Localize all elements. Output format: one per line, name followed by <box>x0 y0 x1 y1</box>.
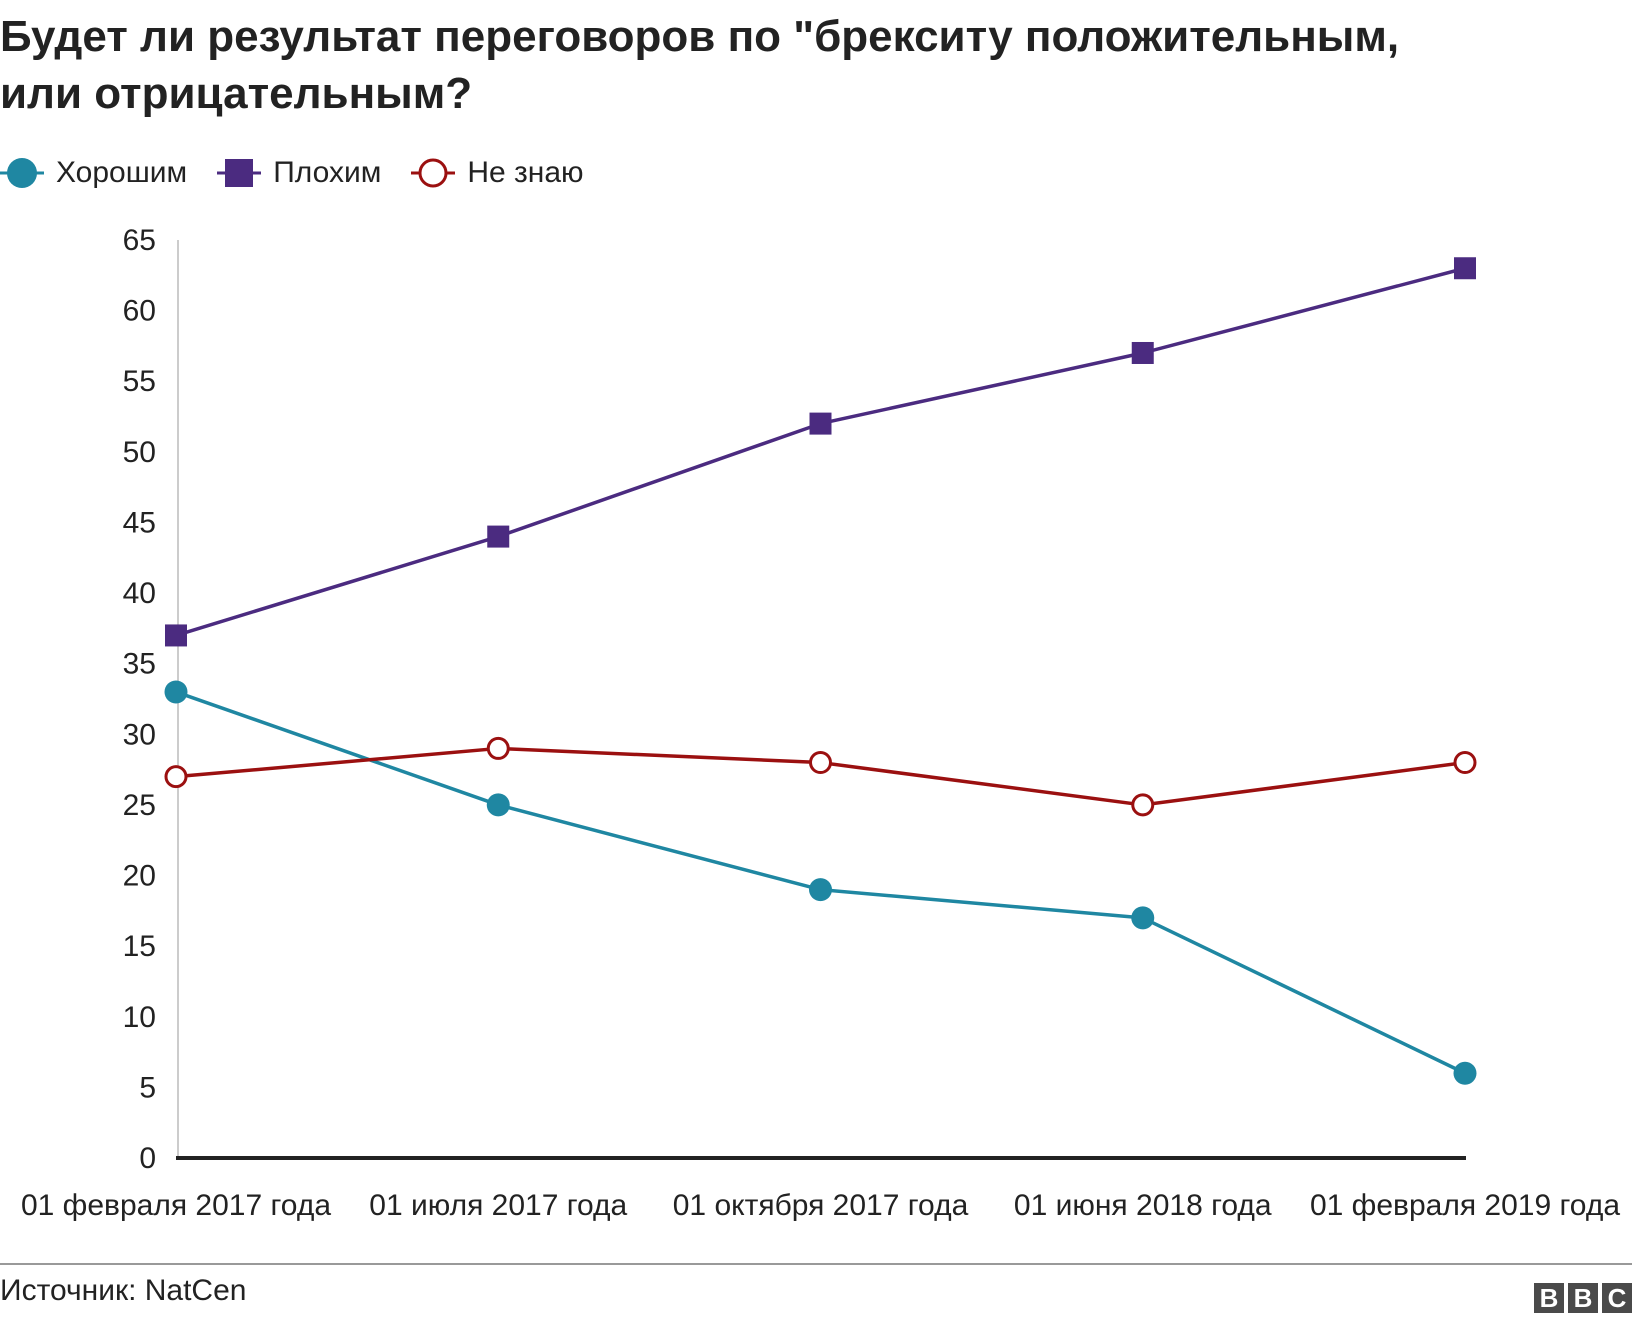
y-tick-label: 25 <box>123 789 156 822</box>
data-point <box>809 878 832 902</box>
series-3 <box>164 736 1477 817</box>
y-tick-label: 15 <box>123 930 156 963</box>
x-tick-label: 01 октября 2017 года <box>673 1189 969 1222</box>
legend-item-3: Не знаю <box>411 153 584 193</box>
data-point <box>1453 1061 1477 1085</box>
chart-title: Будет ли результат переговоров по "брекс… <box>0 8 1620 122</box>
line-chart: 0 5 10 15 20 25 30 35 40 45 50 55 60 65 01 февраля 201… <box>21 224 1620 1222</box>
legend-label: Хорошим <box>56 156 188 189</box>
y-tick-label: 35 <box>123 648 156 681</box>
chart-title-line-2: или отрицательным? <box>0 69 473 118</box>
legend-item-1: Хорошим <box>0 153 187 193</box>
data-point <box>164 680 188 704</box>
data-point <box>809 412 832 435</box>
data-point <box>1131 793 1155 817</box>
y-tick-label: 50 <box>123 436 156 469</box>
source-note: Источник: NatCen <box>0 1274 247 1307</box>
legend-swatch-icon <box>0 158 44 188</box>
legend-swatch-icon <box>411 158 456 188</box>
y-tick-label: 5 <box>139 1071 156 1104</box>
y-tick-label: 55 <box>123 365 156 398</box>
data-point <box>1453 751 1477 775</box>
data-point <box>164 765 188 789</box>
y-tick-label: 65 <box>123 224 156 257</box>
bbc-logo-letter-c: C <box>1602 1283 1632 1313</box>
y-tick-label: 40 <box>123 577 156 610</box>
legend-swatch-icon <box>217 159 262 187</box>
y-tick-label: 20 <box>123 860 156 893</box>
y-tick-label: 0 <box>139 1142 156 1175</box>
y-axis: 0 5 10 15 20 25 30 35 40 45 50 55 60 65 <box>123 224 156 1175</box>
chart-legend: Хорошим Плохим Не знаю <box>0 148 614 198</box>
x-axis: 01 февраля 2017 года 01 июля 2017 года 01 … <box>21 1189 1620 1222</box>
x-tick-label: 01 июля 2017 года <box>369 1189 627 1222</box>
data-point <box>487 525 510 548</box>
bbc-logo-letter-b1: B <box>1534 1283 1564 1313</box>
y-tick-label: 30 <box>123 718 156 751</box>
data-point <box>1454 257 1476 280</box>
series-line <box>175 266 1466 638</box>
bbc-logo: B B C <box>1530 1283 1632 1313</box>
data-point <box>1131 906 1155 930</box>
y-tick-label: 45 <box>123 506 156 539</box>
series-1 <box>164 680 1477 1085</box>
bbc-logo-letter-b2: B <box>1568 1283 1598 1313</box>
data-point <box>486 736 510 760</box>
legend-label: Не знаю <box>467 156 584 189</box>
series-2 <box>165 257 1476 647</box>
chart-title-line-1: Будет ли результат переговоров по "брекс… <box>0 12 1400 61</box>
footer-divider <box>0 1263 1632 1265</box>
data-point <box>1131 341 1154 364</box>
legend-label: Плохим <box>273 156 382 189</box>
legend-item-2: Плохим <box>217 153 381 193</box>
data-point <box>809 751 832 775</box>
y-tick-label: 60 <box>123 295 156 328</box>
data-point <box>486 793 510 817</box>
x-tick-label: 01 февраля 2019 года <box>1310 1189 1620 1222</box>
x-tick-label: 01 февраля 2017 года <box>21 1189 331 1222</box>
data-point <box>165 624 187 647</box>
y-tick-label: 10 <box>123 1001 156 1034</box>
x-tick-label: 01 июня 2018 года <box>1014 1189 1272 1222</box>
